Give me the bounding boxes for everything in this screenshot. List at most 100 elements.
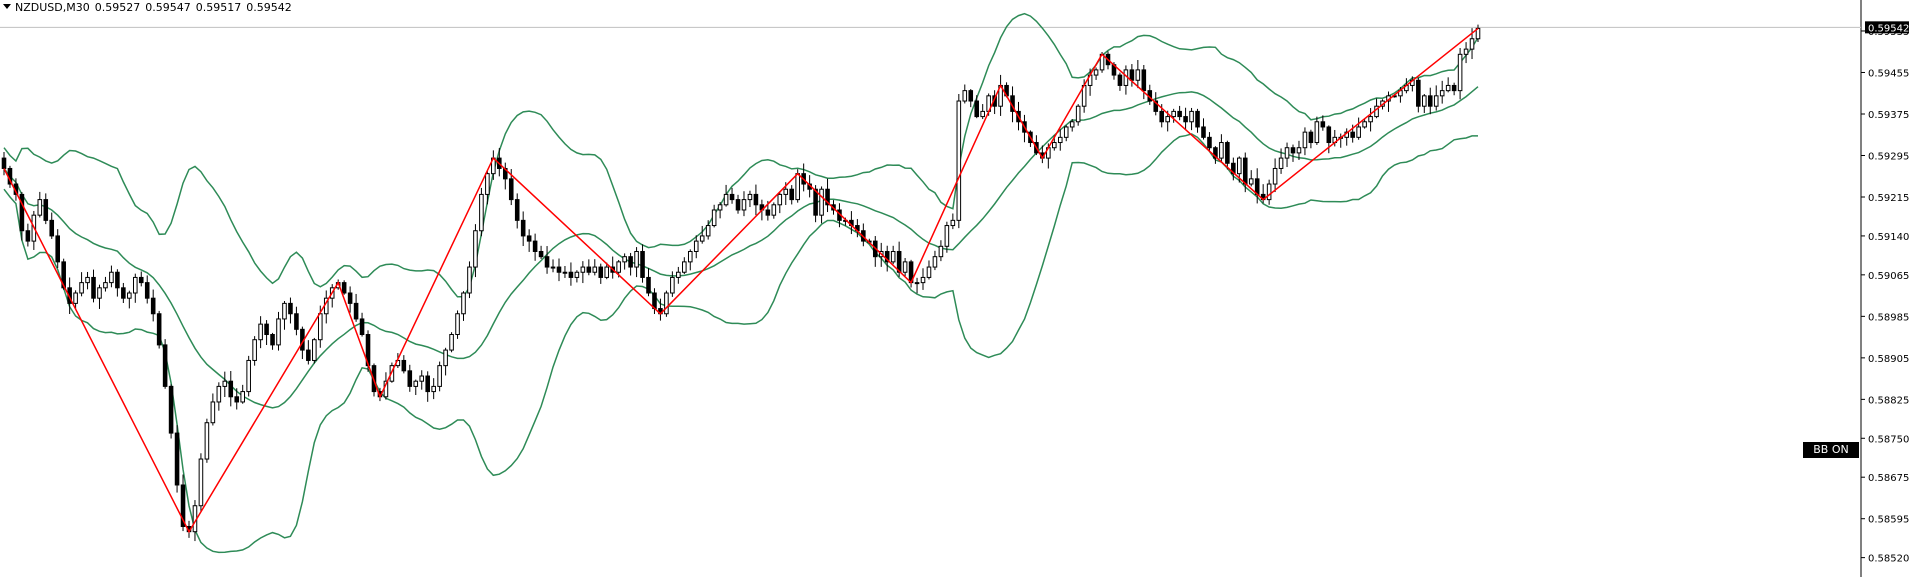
candle	[204, 418, 210, 463]
candle	[687, 249, 693, 271]
candle	[419, 370, 425, 390]
candle	[676, 266, 681, 284]
candle	[789, 185, 795, 205]
candle	[1135, 60, 1141, 89]
candle	[926, 260, 932, 280]
price-tick-label: 0.59140	[1868, 232, 1909, 243]
candle	[526, 229, 532, 252]
candle	[413, 379, 419, 396]
price-tick-label: 0.58825	[1868, 395, 1909, 406]
collapse-arrow-icon[interactable]	[3, 4, 11, 9]
candle	[1141, 64, 1147, 100]
candle	[514, 193, 520, 229]
candle	[252, 336, 257, 366]
candle	[1093, 67, 1099, 80]
candle	[115, 269, 120, 297]
candle	[121, 282, 126, 304]
candle	[216, 382, 222, 411]
candle	[37, 191, 43, 218]
candle	[144, 275, 150, 304]
candle	[168, 384, 174, 439]
candle	[664, 290, 669, 317]
price-tick-label: 0.59295	[1868, 152, 1909, 163]
candle	[998, 74, 1003, 116]
candle	[132, 273, 138, 303]
candle	[1386, 91, 1391, 112]
bb-middle-band	[3, 86, 1479, 409]
candle	[228, 370, 234, 407]
candle	[1416, 77, 1421, 113]
candle	[473, 224, 478, 278]
candle	[1457, 48, 1463, 100]
candle	[288, 297, 293, 324]
candle	[210, 393, 216, 426]
bb-toggle-button[interactable]: BB ON	[1803, 442, 1859, 458]
candle	[407, 364, 413, 392]
candle	[1284, 142, 1290, 168]
candle	[449, 332, 454, 353]
candle	[1326, 125, 1332, 154]
candle	[550, 259, 556, 273]
candle	[1123, 65, 1129, 95]
candle	[258, 316, 263, 349]
candle	[574, 270, 580, 283]
candle	[980, 104, 985, 120]
candle	[1356, 117, 1361, 140]
candle	[19, 192, 25, 241]
candle	[1362, 118, 1367, 129]
candle	[914, 277, 920, 294]
candle	[246, 355, 251, 397]
candle	[401, 355, 407, 374]
candle	[884, 245, 890, 272]
candle	[753, 184, 759, 216]
candle	[604, 262, 610, 280]
candle	[282, 300, 287, 330]
bb-upper-band	[3, 12, 1479, 298]
candle	[1475, 24, 1481, 42]
candle	[974, 95, 980, 119]
candle	[556, 258, 562, 282]
candle	[485, 170, 490, 205]
candle	[347, 286, 353, 313]
candle	[97, 284, 102, 309]
candle	[138, 271, 144, 287]
candle	[156, 310, 162, 349]
candle	[592, 259, 598, 276]
candle	[1296, 140, 1302, 160]
candle	[1057, 129, 1063, 151]
candle	[1344, 128, 1350, 146]
zigzag-line	[3, 27, 1479, 534]
candle	[25, 223, 31, 247]
candle	[1422, 93, 1427, 114]
candle	[79, 272, 84, 297]
candle	[1463, 42, 1469, 64]
candle	[1290, 144, 1296, 162]
candle	[270, 332, 275, 350]
candle	[938, 240, 944, 262]
price-tick-label: 0.58520	[1868, 554, 1909, 565]
candle	[1266, 179, 1272, 205]
candle	[1195, 108, 1200, 133]
candle	[1272, 158, 1278, 193]
current-price-box: 0.59542	[1865, 21, 1909, 34]
candle	[150, 289, 156, 322]
ohlc-open: 0.59527	[94, 1, 141, 14]
candle	[162, 339, 168, 389]
candle	[103, 276, 108, 292]
price-tick-label: 0.58905	[1868, 354, 1909, 365]
bb-lower-band	[3, 133, 1478, 554]
candle	[1427, 87, 1433, 115]
current-price-label: 0.59542	[1868, 23, 1909, 34]
candle	[962, 84, 968, 104]
candle	[323, 290, 329, 324]
candle	[174, 425, 180, 493]
candle	[825, 178, 830, 213]
candle	[1, 151, 7, 176]
candle	[741, 191, 747, 217]
price-tick-label: 0.58985	[1868, 312, 1909, 323]
candle	[502, 162, 508, 190]
candle	[1308, 129, 1314, 149]
candle	[1338, 133, 1344, 148]
candle	[1207, 132, 1212, 152]
